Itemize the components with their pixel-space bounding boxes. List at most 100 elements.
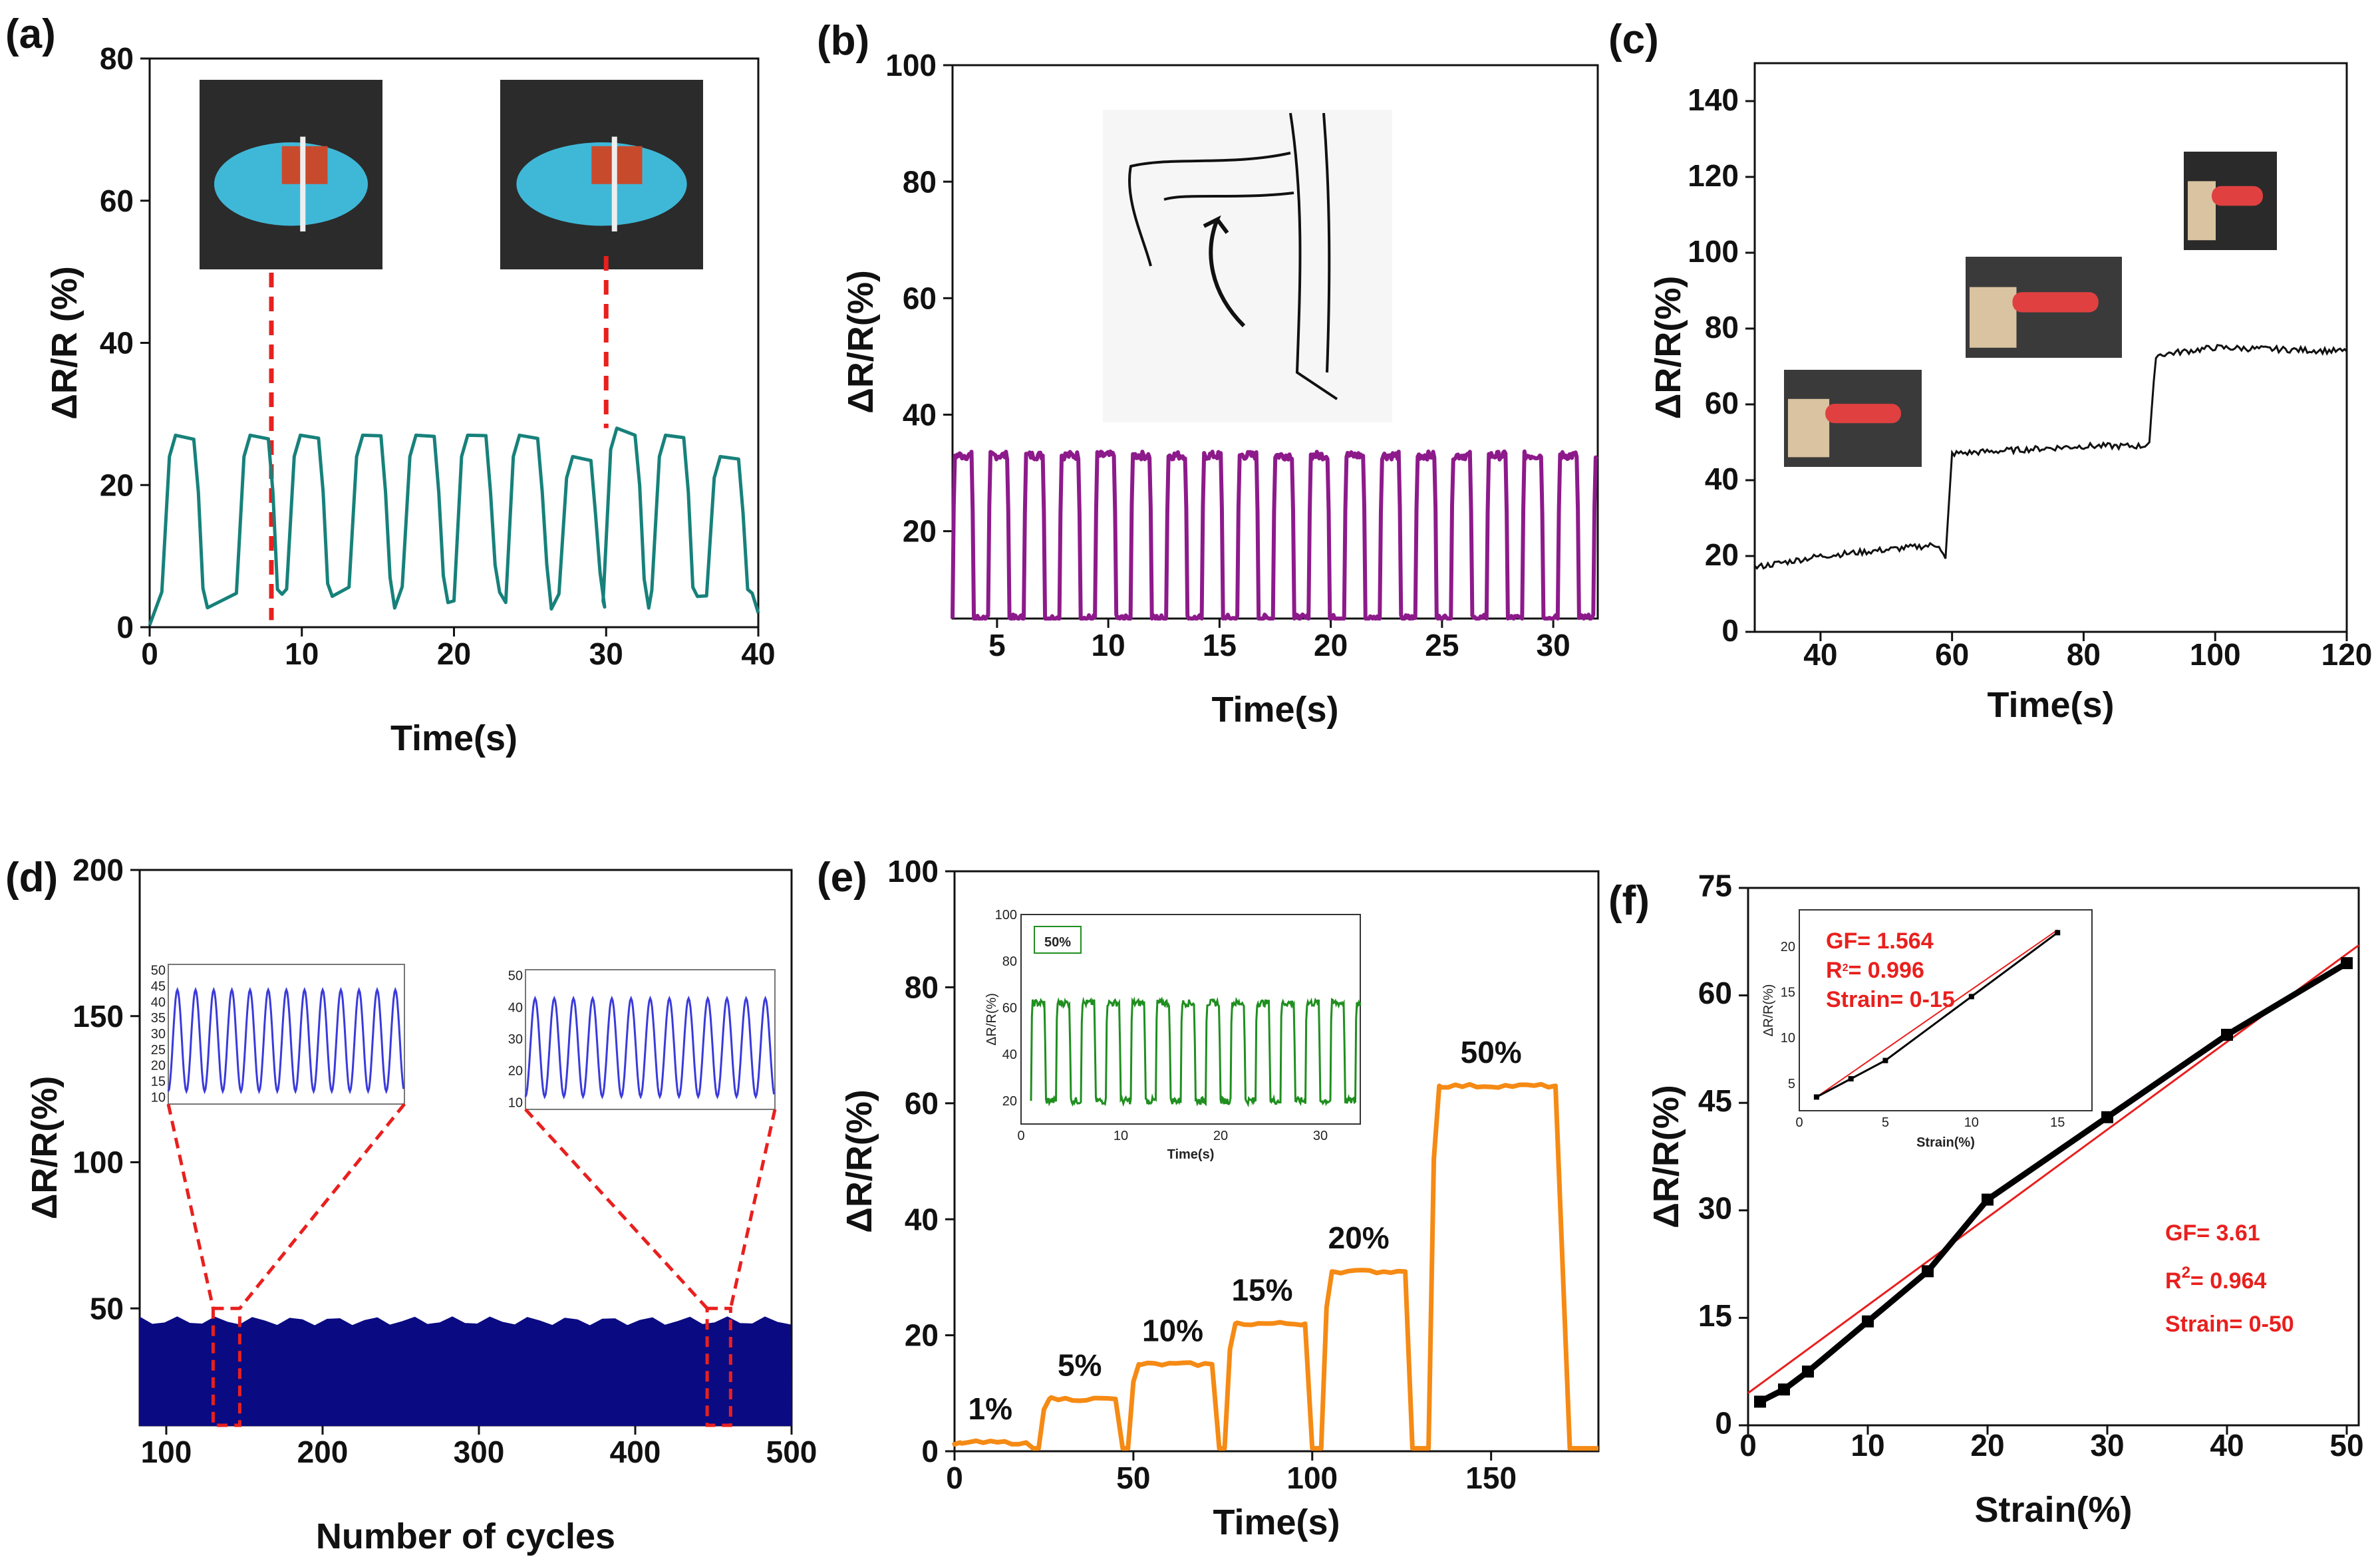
wire bbox=[611, 136, 617, 231]
inset-series-line bbox=[167, 986, 405, 1095]
x-tick-label: 5 bbox=[988, 628, 1006, 662]
x-tick-label: 50 bbox=[1116, 1461, 1150, 1495]
x-axis-label: Time(s) bbox=[1987, 685, 2114, 725]
plot-frame bbox=[953, 870, 1600, 1453]
y-tick-label: 60 bbox=[1705, 386, 1739, 420]
y-axis-label: ΔR/R(%) bbox=[1648, 276, 1688, 420]
series-line bbox=[951, 449, 1599, 621]
strain-annotation: 10% bbox=[1142, 1313, 1203, 1347]
x-tick-label: 500 bbox=[766, 1435, 818, 1469]
inset-y-tick: 5 bbox=[1788, 1077, 1795, 1091]
inset-y-tick: 15 bbox=[151, 1075, 166, 1089]
panel-label: (f) bbox=[1608, 878, 1650, 924]
inset-x-tick: 10 bbox=[1114, 1129, 1128, 1143]
y-tick-label: 0 bbox=[116, 610, 134, 644]
y-tick-label: 15 bbox=[1698, 1298, 1732, 1333]
data-point bbox=[2341, 957, 2353, 970]
y-tick-label: 100 bbox=[885, 48, 937, 82]
r2-base: R bbox=[2165, 1268, 2182, 1294]
inset-fit-strain: Strain= 0-15 bbox=[1826, 987, 1955, 1012]
x-tick-label: 0 bbox=[1739, 1428, 1757, 1463]
inset-chart: 10 20 30 40 50 bbox=[508, 969, 776, 1110]
y-tick-label: 40 bbox=[1705, 462, 1739, 496]
y-tick-label: 140 bbox=[1688, 82, 1739, 117]
series-line bbox=[1753, 344, 2348, 570]
inset-y-tick: 20 bbox=[151, 1059, 166, 1073]
y-tick-label: 60 bbox=[100, 184, 134, 218]
panel-label: (d) bbox=[5, 855, 58, 901]
photo-finger-bent bbox=[1966, 257, 2122, 358]
inset-title: 50% bbox=[1044, 935, 1071, 950]
inset-y-tick: 20 bbox=[1781, 940, 1795, 954]
x-tick-label: 30 bbox=[1537, 628, 1570, 662]
data-point bbox=[1802, 1365, 1814, 1378]
x-tick-label: 200 bbox=[297, 1435, 349, 1469]
y-tick-label: 45 bbox=[1698, 1083, 1732, 1118]
inset-y-tick: 60 bbox=[1002, 1001, 1017, 1016]
data-point bbox=[1862, 1315, 1874, 1328]
y-tick-label: 50 bbox=[90, 1291, 124, 1326]
panel-d: (d)100 200 300 400 5005010015020010152025303… bbox=[5, 853, 817, 1556]
inset-x-tick: 30 bbox=[1313, 1129, 1328, 1143]
inset-y-tick: 10 bbox=[151, 1090, 166, 1105]
inset-y-tick: 50 bbox=[151, 964, 166, 978]
x-tick-label: 25 bbox=[1425, 628, 1459, 662]
photo-finger-fully-bent bbox=[2184, 152, 2277, 250]
inset-fit-line bbox=[1816, 929, 2058, 1098]
inset-data-point bbox=[1882, 1058, 1888, 1063]
y-tick-label: 0 bbox=[1721, 613, 1739, 648]
inset-y-tick: 40 bbox=[508, 1000, 523, 1015]
series-band bbox=[139, 1316, 793, 1426]
x-tick-label: 300 bbox=[454, 1435, 505, 1469]
inset-data-point bbox=[2055, 930, 2061, 936]
y-tick-label: 80 bbox=[100, 41, 134, 76]
x-tick-label: 0 bbox=[141, 637, 158, 671]
r2-base: R bbox=[1826, 958, 1843, 983]
x-axis-label: Strain(%) bbox=[1974, 1490, 2132, 1530]
x-tick-label: 30 bbox=[589, 637, 623, 671]
inset-y-tick: 15 bbox=[1781, 986, 1795, 1000]
r2-value: = 0.964 bbox=[2190, 1268, 2266, 1294]
strain-annotation: 5% bbox=[1058, 1348, 1102, 1383]
zoom-guide bbox=[166, 1103, 215, 1309]
x-tick-label: 20 bbox=[1314, 628, 1348, 662]
x-tick-label: 80 bbox=[2067, 637, 2101, 672]
y-tick-label: 40 bbox=[100, 326, 134, 360]
series-line bbox=[148, 426, 760, 626]
x-tick-label: 120 bbox=[2321, 637, 2373, 672]
photo-finger-straight bbox=[1784, 370, 1922, 467]
inset-y-tick: 30 bbox=[508, 1032, 523, 1047]
x-tick-label: 20 bbox=[437, 637, 471, 671]
x-tick-label: 30 bbox=[2090, 1428, 2124, 1463]
inset-y-tick: 50 bbox=[508, 969, 523, 984]
inset-x-tick: 0 bbox=[1017, 1129, 1024, 1143]
r2-sup: 2 bbox=[1843, 962, 1849, 974]
inset-title-box bbox=[1034, 926, 1082, 954]
y-tick-label: 150 bbox=[73, 999, 124, 1034]
x-tick-label: 100 bbox=[1286, 1461, 1338, 1495]
y-tick-label: 60 bbox=[1698, 976, 1732, 1010]
y-axis-label: ΔR/R (%) bbox=[45, 266, 84, 420]
data-point bbox=[1778, 1383, 1790, 1396]
x-tick-label: 10 bbox=[1851, 1428, 1884, 1463]
y-axis-label: ΔR/R(%) bbox=[1646, 1085, 1686, 1228]
x-tick-label: 40 bbox=[2210, 1428, 2244, 1463]
inset-y-label: ΔR/R(%) bbox=[1761, 984, 1776, 1037]
plot-frame bbox=[1753, 62, 2348, 633]
strain-annotation: 1% bbox=[968, 1391, 1012, 1426]
shin-outline bbox=[1128, 152, 1294, 267]
inset-data-point bbox=[1813, 1094, 1819, 1100]
y-tick-label: 100 bbox=[887, 854, 939, 889]
y-tick-label: 40 bbox=[905, 1202, 939, 1236]
leg-sketch bbox=[1103, 110, 1392, 422]
inset-series-line bbox=[524, 995, 776, 1100]
arrow-icon bbox=[1203, 215, 1246, 328]
x-tick-label: 400 bbox=[610, 1435, 661, 1469]
panel-label: (e) bbox=[817, 855, 867, 901]
wire bbox=[300, 136, 306, 231]
y-tick-label: 60 bbox=[905, 1086, 939, 1121]
x-tick-label: 10 bbox=[1092, 628, 1125, 662]
fit-gf-text: GF= 3.61 bbox=[2165, 1220, 2260, 1246]
